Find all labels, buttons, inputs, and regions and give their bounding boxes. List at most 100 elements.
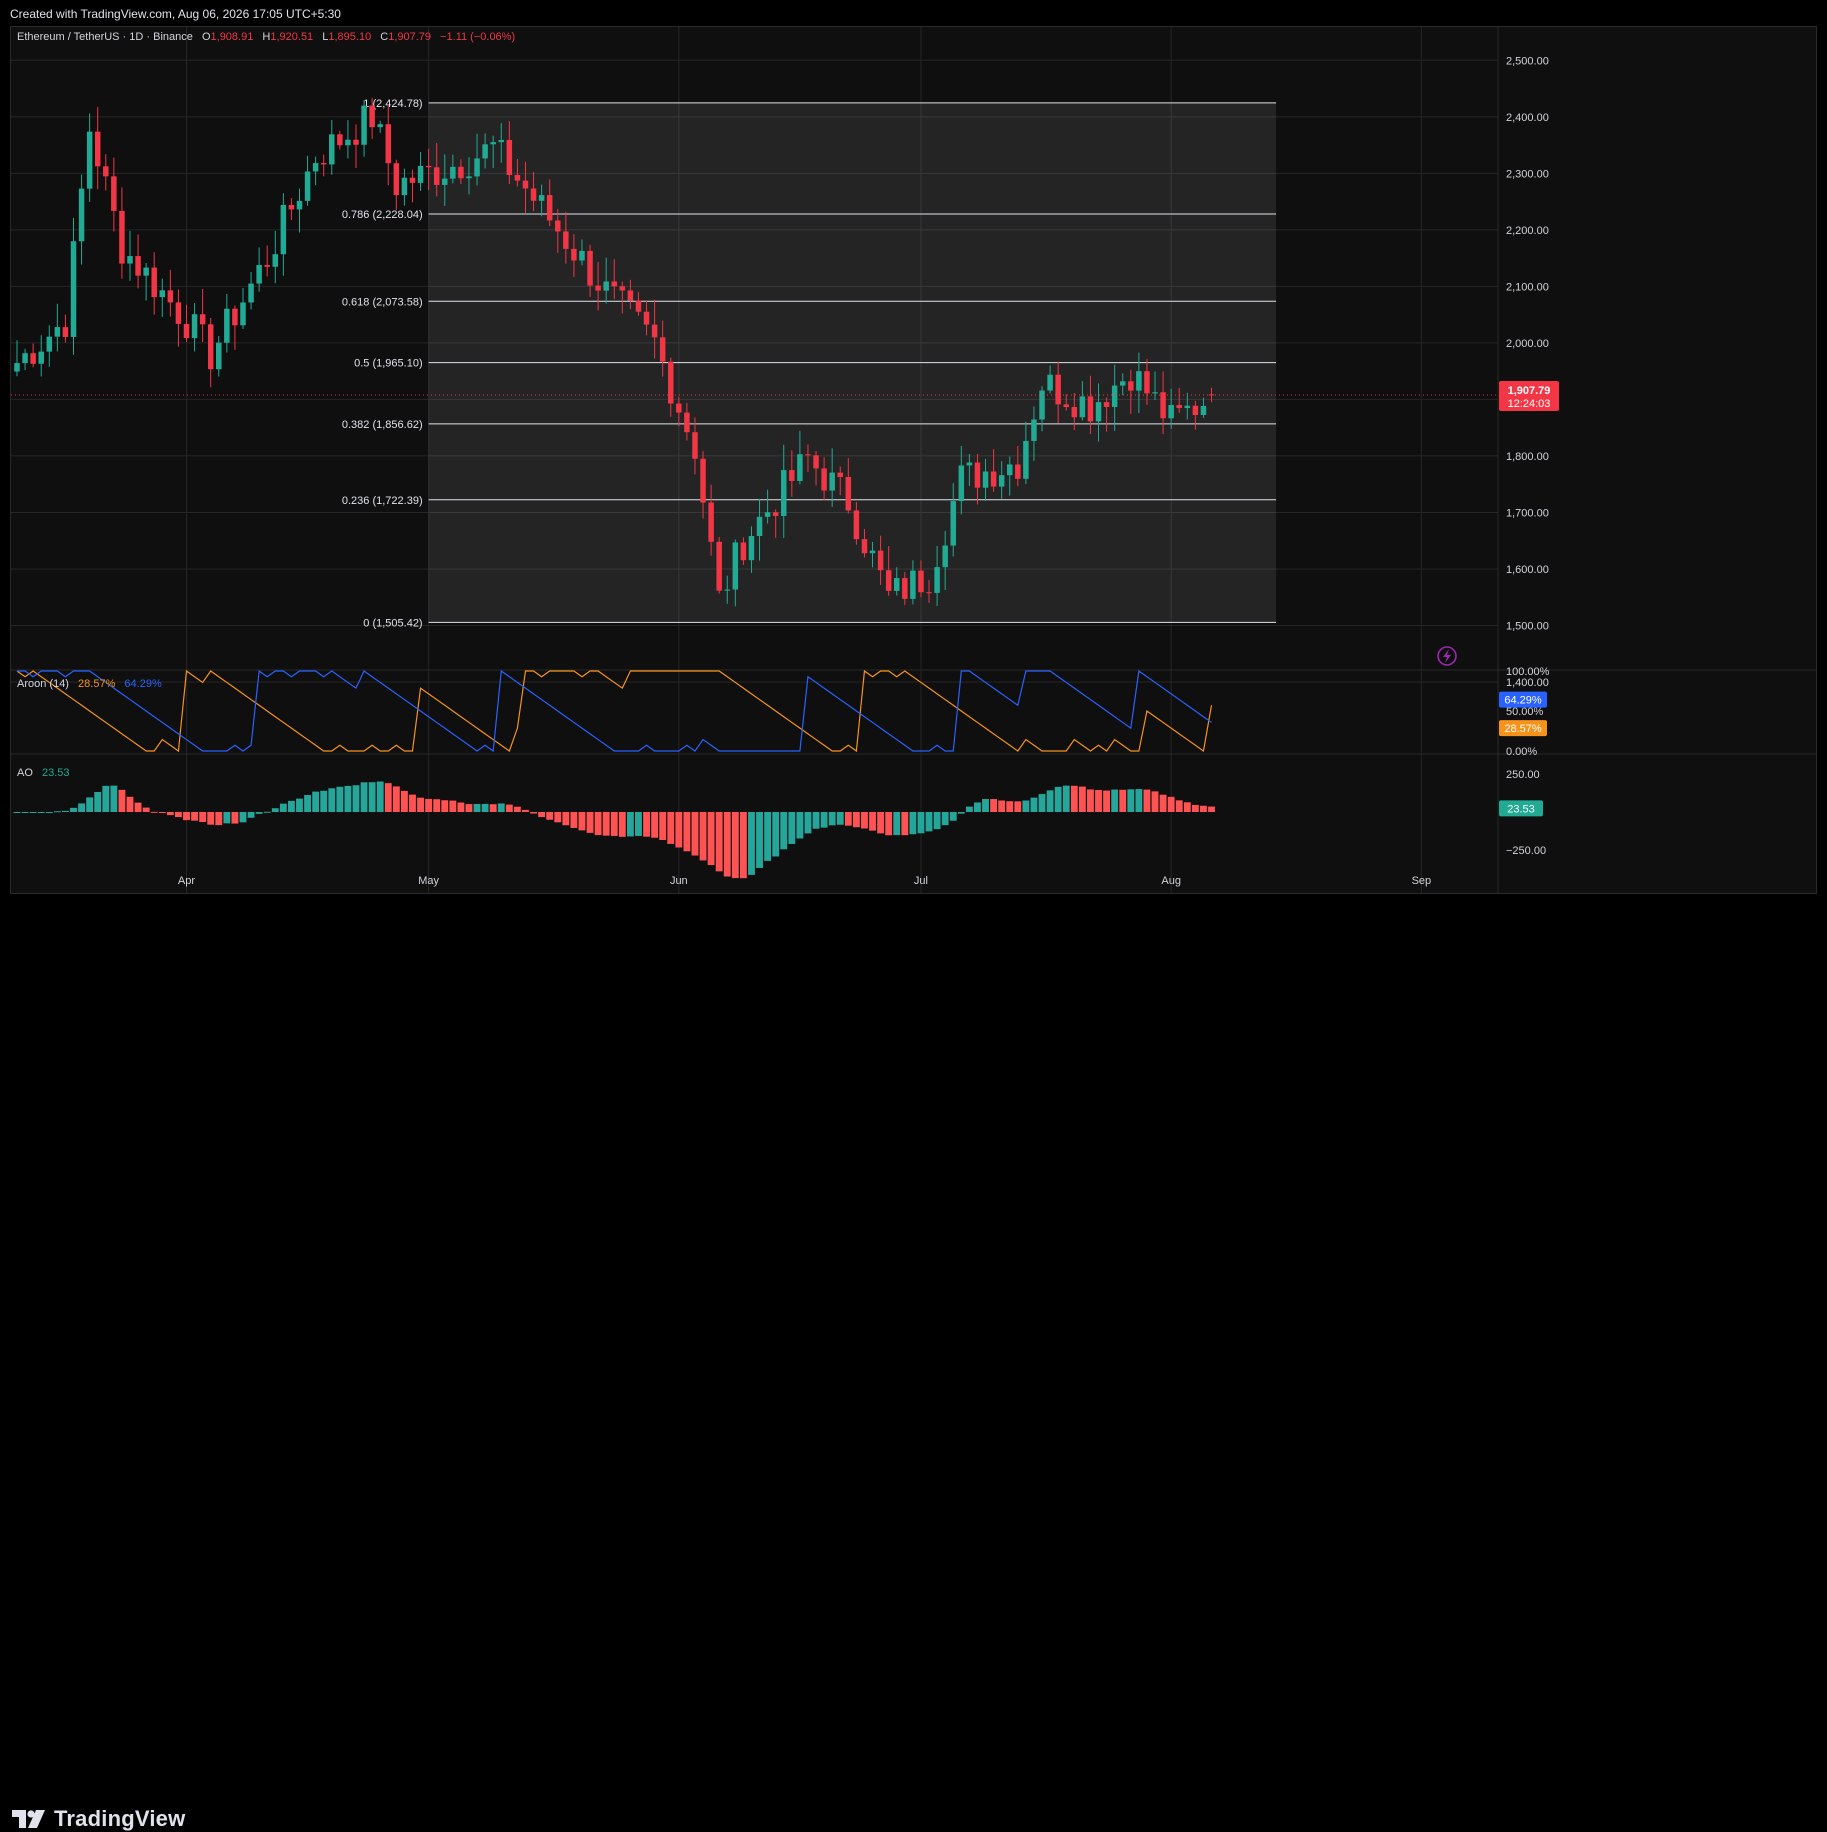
candle-body [385, 124, 392, 164]
candle-body [579, 250, 585, 261]
candle-body [853, 510, 860, 540]
candle-body [304, 171, 311, 201]
ao-bar [602, 812, 610, 836]
candle-body [498, 139, 505, 143]
ao-bar [433, 799, 441, 812]
ao-bar [748, 812, 755, 875]
candle-body [651, 324, 658, 338]
tradingview-logo[interactable]: TradingView [12, 1806, 185, 1832]
candle-body [893, 578, 900, 591]
ao-bar [368, 782, 376, 812]
candle-body [175, 302, 182, 324]
candle-body [256, 265, 262, 284]
ao-bar [312, 791, 320, 812]
candle-body [748, 536, 755, 561]
time-tick-label: Jun [670, 875, 688, 887]
candle-body [353, 139, 359, 145]
price-tick-label: 2,300.00 [1506, 168, 1549, 180]
chart-canvas[interactable]: 1 (2,424.78) 0.786 (2,228.04) 0.618 (2,073… [11, 27, 1817, 894]
candle-body [425, 165, 432, 168]
ao-badge-text: 23.53 [1507, 803, 1535, 815]
candle-body [555, 220, 561, 232]
pane-separators [11, 27, 1816, 893]
candle-body [127, 256, 133, 264]
candle-body [143, 267, 149, 276]
ao-bar [659, 812, 667, 841]
lightning-icon[interactable] [1437, 646, 1457, 666]
candle-body [781, 470, 787, 516]
candle-body [1119, 381, 1126, 386]
candle-body [450, 166, 456, 179]
candle-body [86, 131, 93, 189]
candle-body [869, 550, 876, 554]
ao-bar [21, 812, 29, 813]
candle-body [756, 516, 763, 537]
ao-bar [320, 790, 328, 812]
legend-c-value: 1,907.79 [388, 31, 431, 43]
candle-body [288, 204, 295, 210]
ao-bar [917, 812, 925, 834]
candle-body [877, 550, 884, 571]
ao-bar [691, 812, 699, 856]
ao-bar [618, 812, 626, 837]
ao-bar [37, 812, 45, 813]
ao-bar [304, 795, 311, 812]
candle-body [337, 134, 343, 146]
candle-body [998, 475, 1005, 487]
candle-body [224, 308, 230, 343]
aroon-down-badge [1499, 720, 1547, 737]
ao-bar [788, 812, 796, 844]
ao-bar [215, 812, 223, 826]
time-tick-label: Jul [914, 875, 928, 887]
ao-bar [473, 804, 481, 812]
ao-bar [1087, 789, 1094, 812]
svg-text:Aroon (14) 28.57%: Aroon (14) 28.57% 64.29% [17, 678, 162, 690]
candle-body [813, 455, 819, 469]
candle-body [974, 462, 981, 488]
ao-bar [255, 812, 263, 814]
ao-bar [1119, 789, 1127, 812]
ao-bar [804, 812, 812, 834]
ao-bar [271, 808, 279, 812]
candle-body [1047, 374, 1053, 391]
candle-body [619, 286, 626, 291]
ao-bar [812, 812, 820, 829]
last-price-badge-price: 1,907.79 [1508, 385, 1551, 397]
candle-body [1095, 402, 1102, 422]
fib-level-label: 0.618 (2,073.58) [342, 296, 423, 308]
candle-body [772, 512, 779, 516]
top-bar: Created with TradingView.com, Aug 06, 20… [0, 0, 1827, 26]
candle-body [522, 180, 529, 189]
ao-bar [643, 812, 650, 837]
candle-body [401, 177, 408, 196]
candle-body [280, 204, 287, 255]
svg-text:Ethereum / TetherUS · 1D · Bin: Ethereum / TetherUS · 1D · Binance O1,90… [17, 31, 515, 43]
candle-body [22, 353, 28, 364]
tradingview-brand: TradingView [54, 1806, 186, 1831]
candle-body [159, 290, 166, 298]
candle-body [732, 542, 739, 590]
candle-body [409, 177, 416, 183]
candle-body [216, 342, 222, 370]
candle-body [183, 323, 190, 339]
candle-body [191, 314, 198, 339]
candle-body [232, 308, 238, 326]
fib-level-label: 1 (2,424.78) [363, 98, 422, 110]
ao-bar [207, 812, 215, 825]
chart-frame[interactable]: 1 (2,424.78) 0.786 (2,228.04) 0.618 (2,073… [10, 26, 1817, 894]
ao-bar [1095, 790, 1102, 812]
price-tick-label: 2,500.00 [1506, 55, 1549, 67]
ao-bar [296, 798, 303, 812]
candle-body [676, 403, 682, 413]
fib-level-label: 0.5 (1,965.10) [354, 358, 423, 370]
candle-body [829, 472, 835, 491]
candle-body [821, 468, 827, 491]
ao-bar [481, 803, 489, 812]
candle-body [926, 592, 932, 594]
ao-bar [247, 812, 255, 818]
ao-bar [110, 785, 118, 812]
ao-bar [675, 812, 683, 848]
ao-bar [594, 812, 602, 836]
ao-tick-label: −250.00 [1506, 845, 1546, 857]
candle-body [708, 502, 714, 542]
